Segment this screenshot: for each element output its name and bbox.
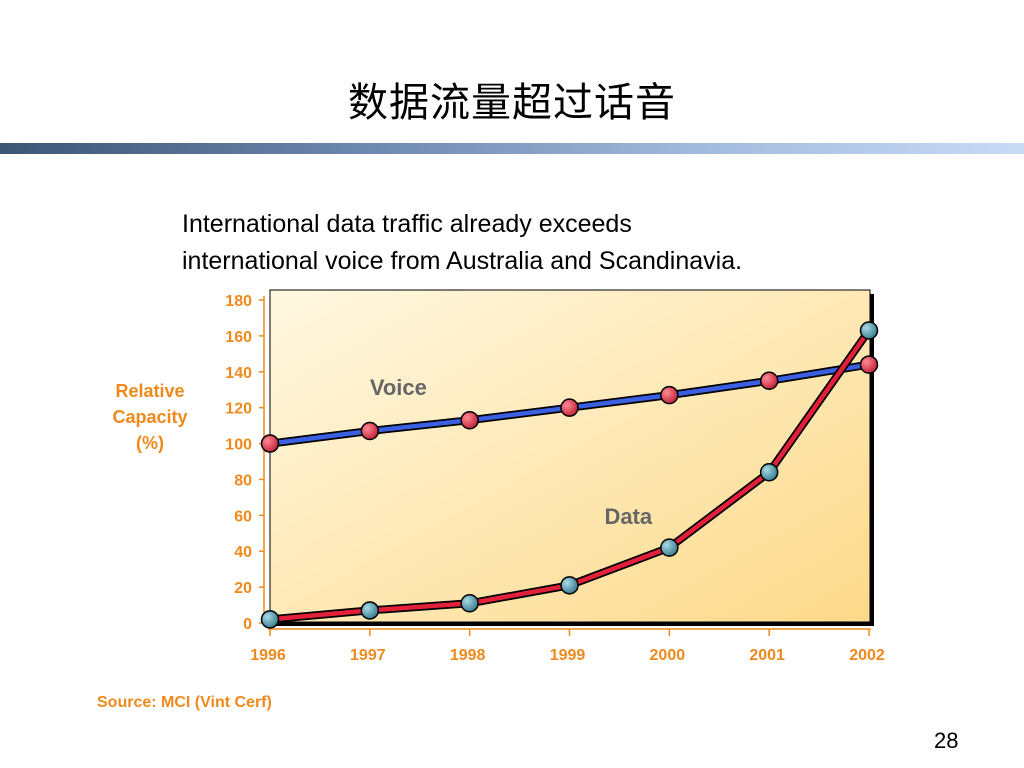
- page-number: 28: [934, 728, 959, 753]
- x-tick-label: 1996: [250, 647, 286, 664]
- data-data-point: [560, 576, 579, 595]
- data-series-label: Data: [604, 504, 652, 529]
- y-tick-label: 80: [234, 472, 252, 489]
- source-note: Source: MCI (Vint Cerf): [97, 694, 272, 711]
- y-tick-label: 20: [234, 580, 252, 597]
- x-tick-label: 1998: [450, 647, 486, 664]
- data-data-point: [460, 594, 479, 613]
- data-data-point: [260, 610, 280, 629]
- x-tick-label: 2002: [849, 647, 885, 664]
- voice-data-point: [460, 410, 479, 430]
- y-tick-label: 40: [234, 544, 252, 561]
- voice-data-point: [560, 398, 579, 417]
- voice-data-point: [660, 385, 679, 405]
- voice-series-label: Voice: [370, 375, 427, 400]
- voice-data-point: [859, 355, 879, 374]
- subtitle-line-1: International data traffic already excee…: [182, 210, 632, 238]
- data-data-point: [360, 601, 380, 620]
- y-tick-label: 120: [225, 401, 252, 418]
- voice-data-point: [260, 434, 280, 453]
- y-axis-label-line-3: (%): [136, 433, 164, 453]
- y-tick-label: 180: [225, 293, 252, 310]
- y-axis-label-line-1: Relative: [115, 381, 185, 401]
- y-tick-label: 100: [225, 437, 252, 454]
- data-data-point: [759, 463, 779, 482]
- title-rule: [0, 143, 1024, 154]
- slide-title: 数据流量超过话音: [348, 80, 676, 126]
- y-axis-label-line-2: Capacity: [112, 407, 188, 427]
- y-tick-label: 160: [225, 329, 252, 346]
- subtitle: International data traffic already excee…: [182, 206, 942, 280]
- x-tick-label: 2000: [650, 647, 686, 664]
- y-tick-label: 140: [225, 365, 252, 382]
- subtitle-line-2: international voice from Australia and S…: [182, 247, 743, 275]
- x-tick-label: 2001: [749, 647, 785, 664]
- y-tick-label: 0: [243, 616, 252, 633]
- data-data-point: [859, 321, 879, 340]
- y-axis-label: Relative Capacity (%): [94, 378, 206, 456]
- data-data-point: [660, 538, 679, 557]
- voice-data-point: [360, 421, 380, 441]
- y-tick-label: 60: [234, 508, 252, 525]
- voice-data-point: [759, 371, 779, 390]
- x-tick-label: 1999: [550, 647, 586, 664]
- x-tick-label: 1997: [350, 647, 386, 664]
- plot-area: [269, 289, 871, 623]
